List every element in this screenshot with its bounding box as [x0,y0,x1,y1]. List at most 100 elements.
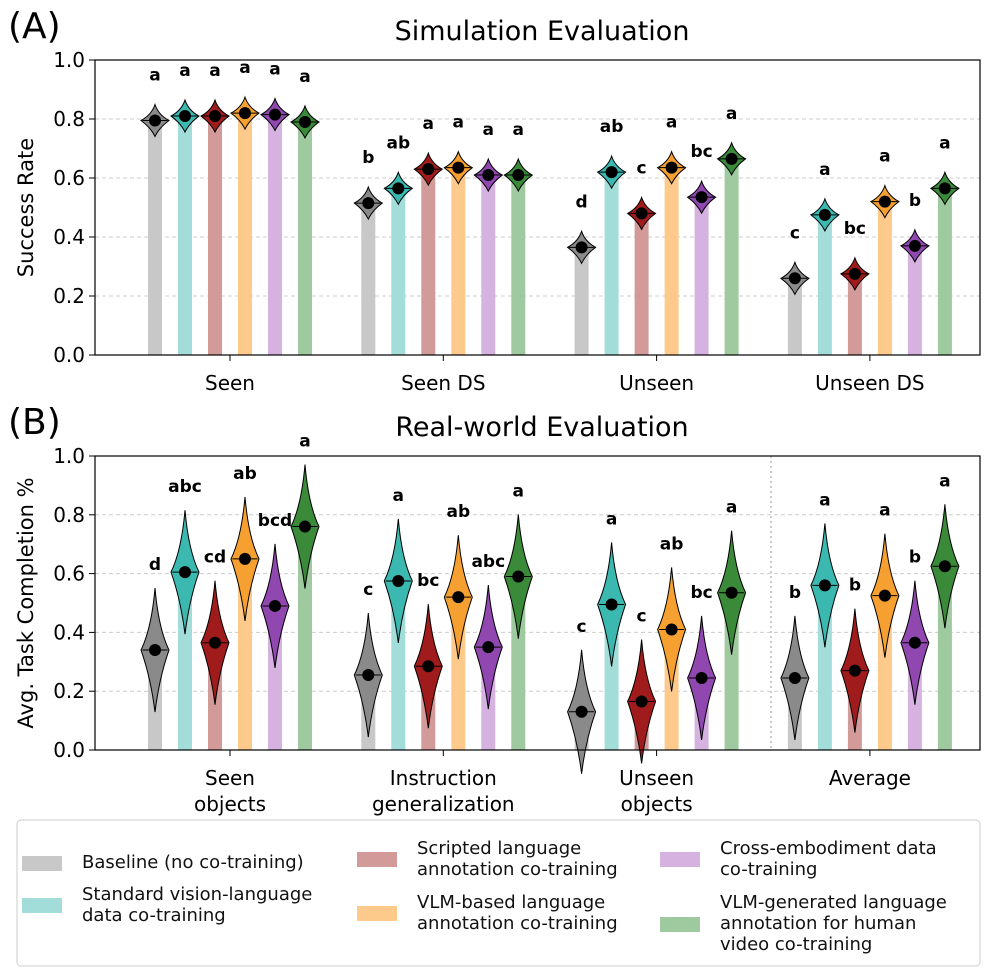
mean-dot [695,191,708,204]
significance-label: d [576,192,588,212]
y-tick-label: 0.2 [53,679,85,703]
mean-dot [788,272,801,285]
bar [787,278,802,355]
mean-dot [239,107,251,120]
bar [451,167,466,355]
mean-dot [269,108,281,121]
bar [238,113,252,355]
legend-swatch [357,852,397,867]
legend-label: VLM-generated language annotation for hu… [720,892,947,955]
legend-label: Cross-embodiment data co-training [720,838,937,880]
y-axis-label: Avg. Task Completion % [14,477,38,728]
significance-label: a [939,471,950,491]
legend-label: VLM-based language annotation co-trainin… [417,892,618,934]
bar [634,213,649,355]
x-tick-label-line: Seen [205,766,255,790]
significance-label: bc [417,571,439,591]
significance-label: a [299,67,310,87]
significance-label: a [149,65,160,85]
significance-label: bcd [258,511,292,531]
mean-dot [362,669,375,682]
significance-label: abc [471,552,505,572]
mean-dot [635,695,648,708]
significance-label: a [939,133,950,153]
mean-dot [725,586,738,599]
mean-dot [665,161,678,174]
mean-dot [299,115,311,128]
significance-label: a [269,60,280,80]
y-tick-label: 0.4 [53,620,85,644]
mean-dot [938,182,951,195]
chart-title: Simulation Evaluation [395,16,690,47]
significance-label: c [637,606,647,626]
bar [298,526,312,750]
significance-label: a [879,501,890,521]
bar [511,576,526,750]
significance-label: a [299,432,310,452]
bar [574,247,589,355]
mean-dot [848,664,861,677]
legend-label: Baseline (no co-training) [82,852,304,873]
y-tick-label: 0.4 [53,225,85,249]
x-tick-label-line: generalization [372,792,515,816]
mean-dot [362,197,375,210]
significance-label: ab [446,502,470,522]
bar [877,201,892,355]
y-tick-label: 0.2 [53,284,85,308]
significance-label: a [513,120,524,140]
bar [604,172,619,355]
significance-label: b [849,576,861,596]
mean-dot [575,705,588,718]
significance-label: cd [204,548,226,568]
y-axis-label: Success Rate [14,138,38,277]
bar [724,158,739,355]
mean-dot [179,110,191,123]
y-tick-label: 1.0 [53,444,85,468]
significance-label: a [726,104,737,124]
mean-dot [512,169,525,182]
mean-dot [818,208,831,221]
bar [664,167,679,355]
x-tick-label: Average [829,766,911,790]
significance-label: b [362,148,374,168]
mean-dot [818,579,831,592]
x-tick-label-line: objects [621,792,693,816]
bar [178,572,192,750]
plot-frame [94,455,981,751]
significance-label: a [483,120,494,140]
bar [937,566,952,750]
mean-dot [605,166,618,179]
significance-label: ab [386,133,410,153]
legend-box [16,819,981,967]
significance-label: a [453,113,464,133]
legend-label: Scripted language annotation co-training [417,838,618,880]
mean-dot [908,239,921,252]
significance-label: a [819,490,830,510]
y-tick-label: 0.6 [53,562,85,586]
x-tick-label: Unseen objects [619,766,694,816]
x-tick-label-line: objects [194,792,266,816]
mean-dot [392,182,405,195]
x-tick-label: Unseen [619,371,694,395]
mean-dot [482,169,495,182]
bar [238,558,252,750]
panel-label: (A) [8,6,61,47]
significance-label: abc [168,477,202,497]
bar [298,121,312,355]
x-tick-label: Instruction generalization [372,766,515,816]
significance-label: bc [844,219,866,239]
significance-label: d [149,555,161,575]
significance-label: a [879,147,890,167]
legend-swatch [660,916,700,932]
mean-dot [725,152,738,165]
mean-dot [452,591,465,604]
mean-dot [605,598,618,611]
significance-label: a [179,61,190,81]
y-tick-label: 0.8 [53,503,85,527]
legend-label: Standard vision-language data co-trainin… [82,884,313,926]
x-tick-label-line: Unseen [619,766,694,790]
mean-dot [239,552,251,565]
significance-label: a [209,61,220,81]
significance-label: a [393,486,404,506]
